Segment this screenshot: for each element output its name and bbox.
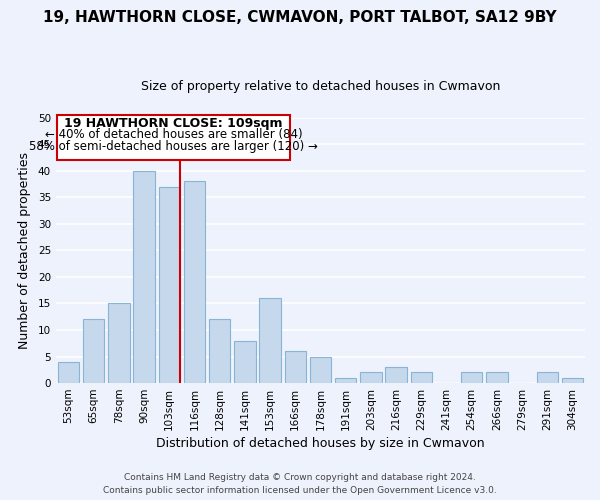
Text: 58% of semi-detached houses are larger (120) →: 58% of semi-detached houses are larger (… — [29, 140, 318, 153]
Bar — [360, 372, 382, 383]
Bar — [562, 378, 583, 383]
Y-axis label: Number of detached properties: Number of detached properties — [18, 152, 31, 349]
Bar — [184, 182, 205, 383]
FancyBboxPatch shape — [57, 115, 290, 160]
Title: Size of property relative to detached houses in Cwmavon: Size of property relative to detached ho… — [141, 80, 500, 93]
Bar — [385, 367, 407, 383]
Bar — [284, 351, 306, 383]
Text: 19, HAWTHORN CLOSE, CWMAVON, PORT TALBOT, SA12 9BY: 19, HAWTHORN CLOSE, CWMAVON, PORT TALBOT… — [43, 10, 557, 25]
Text: ← 40% of detached houses are smaller (84): ← 40% of detached houses are smaller (84… — [45, 128, 302, 141]
X-axis label: Distribution of detached houses by size in Cwmavon: Distribution of detached houses by size … — [156, 437, 485, 450]
Bar — [158, 187, 180, 383]
Bar — [486, 372, 508, 383]
Bar — [335, 378, 356, 383]
Bar — [461, 372, 482, 383]
Bar — [108, 304, 130, 383]
Bar — [133, 171, 155, 383]
Bar — [259, 298, 281, 383]
Bar — [536, 372, 558, 383]
Bar — [234, 340, 256, 383]
Bar — [410, 372, 432, 383]
Text: Contains HM Land Registry data © Crown copyright and database right 2024.
Contai: Contains HM Land Registry data © Crown c… — [103, 473, 497, 495]
Bar — [310, 356, 331, 383]
Text: 19 HAWTHORN CLOSE: 109sqm: 19 HAWTHORN CLOSE: 109sqm — [64, 116, 283, 130]
Bar — [83, 320, 104, 383]
Bar — [58, 362, 79, 383]
Bar — [209, 320, 230, 383]
